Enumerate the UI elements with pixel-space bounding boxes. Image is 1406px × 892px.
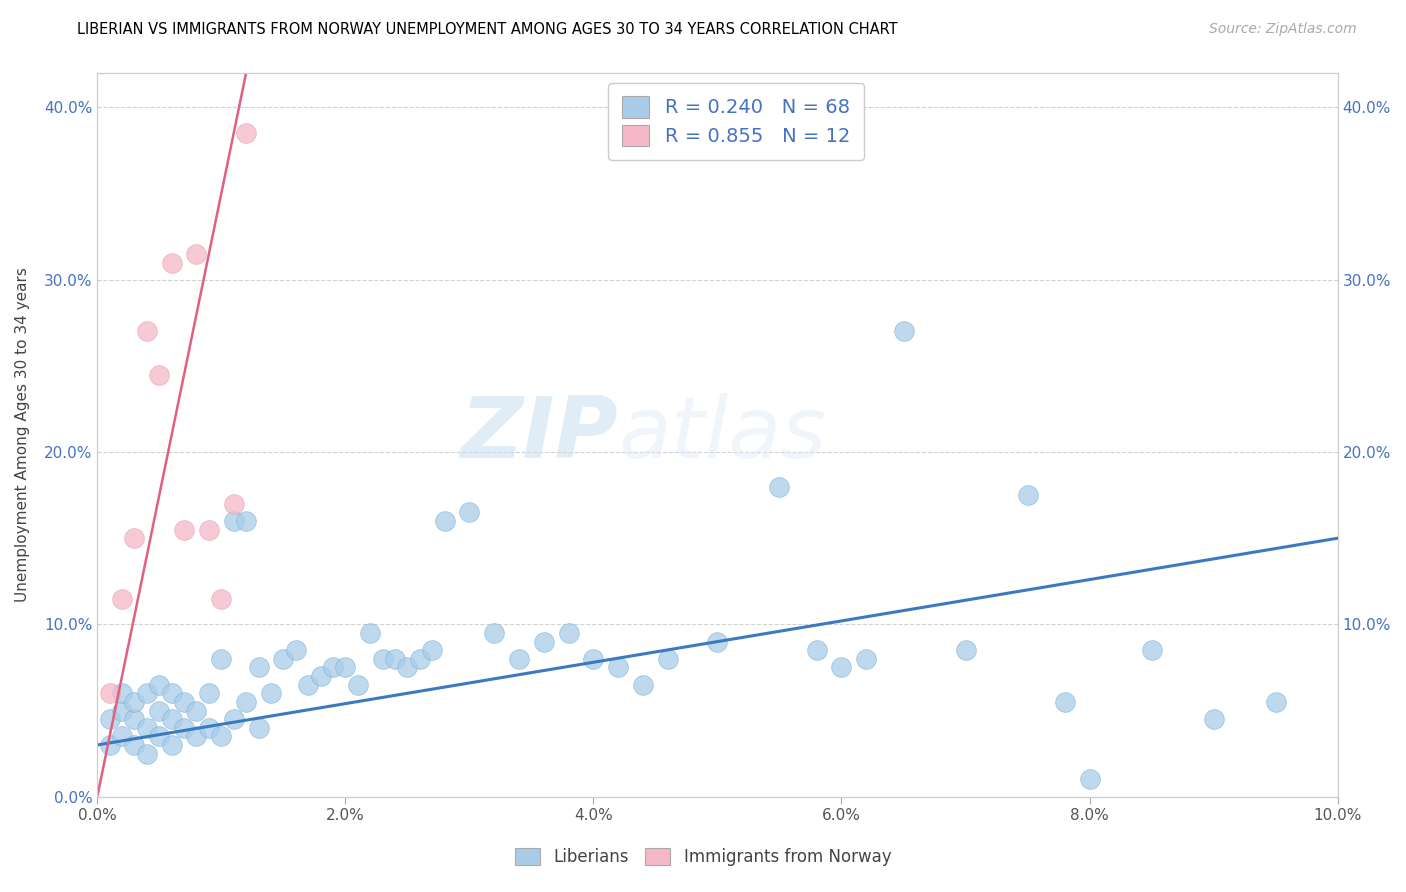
Point [533, 634, 555, 648]
Point [198, 523, 221, 537]
Legend: R = 0.240   N = 68, R = 0.855   N = 12: R = 0.240 N = 68, R = 0.855 N = 12 [609, 83, 863, 160]
Point [111, 730, 134, 744]
Text: atlas: atlas [619, 393, 827, 476]
Point [582, 652, 605, 666]
Point [124, 695, 146, 709]
Point [135, 747, 157, 761]
Point [335, 660, 357, 674]
Point [384, 652, 406, 666]
Point [396, 660, 419, 674]
Point [806, 643, 828, 657]
Point [173, 721, 195, 735]
Point [260, 686, 283, 700]
Point [1140, 643, 1163, 657]
Point [433, 514, 456, 528]
Point [607, 660, 630, 674]
Point [222, 497, 245, 511]
Point [631, 678, 654, 692]
Point [209, 730, 232, 744]
Point [111, 704, 134, 718]
Point [235, 514, 257, 528]
Point [830, 660, 852, 674]
Point [222, 712, 245, 726]
Point [160, 686, 183, 700]
Point [557, 626, 579, 640]
Point [409, 652, 432, 666]
Point [148, 368, 170, 382]
Point [322, 660, 344, 674]
Point [1078, 772, 1101, 787]
Point [371, 652, 394, 666]
Point [508, 652, 530, 666]
Point [346, 678, 368, 692]
Point [111, 591, 134, 606]
Point [135, 686, 157, 700]
Point [1264, 695, 1286, 709]
Point [135, 721, 157, 735]
Y-axis label: Unemployment Among Ages 30 to 34 years: Unemployment Among Ages 30 to 34 years [15, 268, 30, 602]
Point [482, 626, 505, 640]
Point [458, 505, 481, 519]
Legend: Liberians, Immigrants from Norway: Liberians, Immigrants from Norway [502, 834, 904, 880]
Point [135, 325, 157, 339]
Point [1017, 488, 1039, 502]
Point [297, 678, 319, 692]
Point [893, 325, 915, 339]
Point [1053, 695, 1076, 709]
Point [359, 626, 381, 640]
Point [98, 712, 121, 726]
Text: LIBERIAN VS IMMIGRANTS FROM NORWAY UNEMPLOYMENT AMONG AGES 30 TO 34 YEARS CORREL: LIBERIAN VS IMMIGRANTS FROM NORWAY UNEMP… [77, 22, 898, 37]
Text: Source: ZipAtlas.com: Source: ZipAtlas.com [1209, 22, 1357, 37]
Point [111, 686, 134, 700]
Point [271, 652, 294, 666]
Point [148, 678, 170, 692]
Point [768, 479, 790, 493]
Point [235, 695, 257, 709]
Point [173, 523, 195, 537]
Text: ZIP: ZIP [461, 393, 619, 476]
Point [420, 643, 443, 657]
Point [160, 255, 183, 269]
Point [209, 591, 232, 606]
Point [173, 695, 195, 709]
Point [657, 652, 679, 666]
Point [160, 738, 183, 752]
Point [148, 704, 170, 718]
Point [955, 643, 977, 657]
Point [222, 514, 245, 528]
Point [148, 730, 170, 744]
Point [186, 247, 208, 261]
Point [124, 738, 146, 752]
Point [124, 712, 146, 726]
Point [309, 669, 332, 683]
Point [160, 712, 183, 726]
Point [247, 660, 270, 674]
Point [186, 730, 208, 744]
Point [124, 531, 146, 545]
Point [284, 643, 307, 657]
Point [198, 686, 221, 700]
Point [235, 126, 257, 140]
Point [98, 686, 121, 700]
Point [706, 634, 728, 648]
Point [209, 652, 232, 666]
Point [198, 721, 221, 735]
Point [247, 721, 270, 735]
Point [855, 652, 877, 666]
Point [1202, 712, 1225, 726]
Point [98, 738, 121, 752]
Point [186, 704, 208, 718]
